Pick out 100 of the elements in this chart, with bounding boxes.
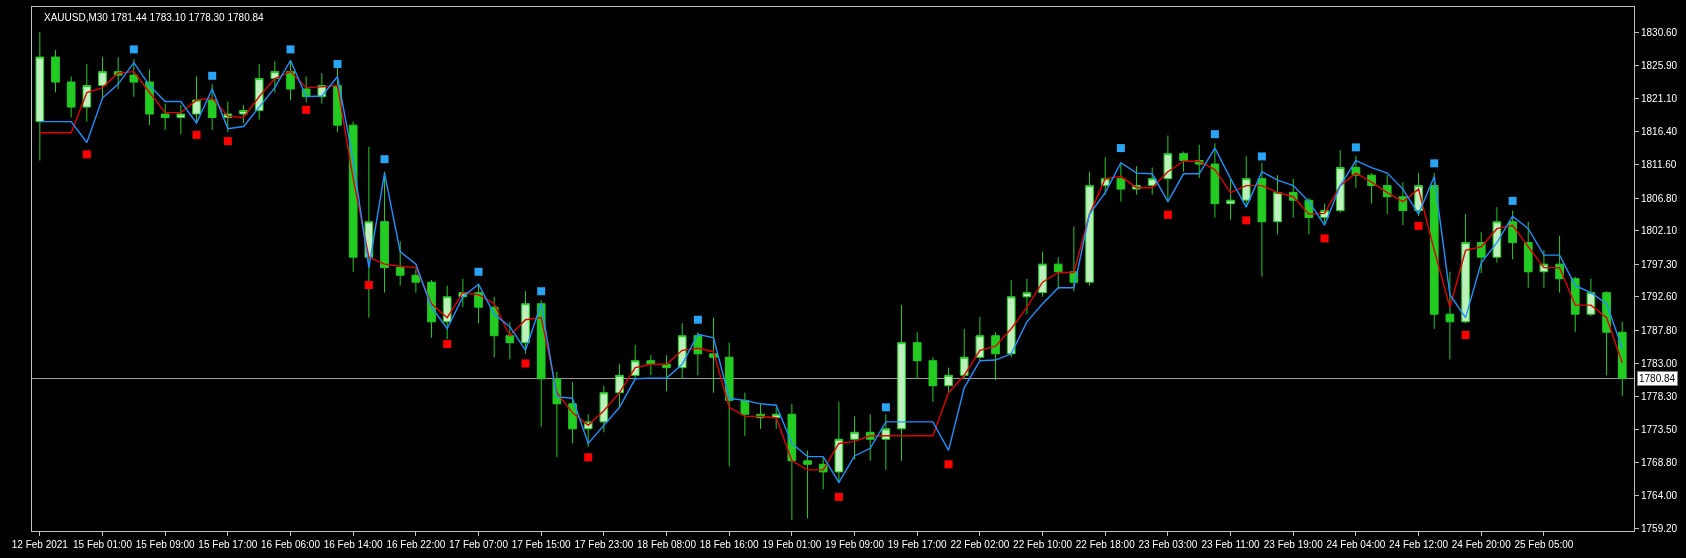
x-tick-label: 15 Feb 09:00	[135, 539, 196, 550]
point	[333, 59, 342, 68]
x-tick-label: 23 Feb 03:00	[1138, 539, 1198, 550]
point	[584, 453, 593, 462]
x-tick-label: 16 Feb 06:00	[261, 539, 321, 550]
candlestick	[803, 449, 812, 519]
candlestick	[897, 304, 906, 462]
candlestick	[787, 403, 797, 521]
point	[834, 492, 843, 501]
point	[192, 130, 201, 139]
y-tick-label: 1825.90	[1641, 59, 1678, 71]
point	[881, 403, 890, 412]
candlestick	[1539, 249, 1549, 289]
y-tick-label: 1783.00	[1641, 358, 1678, 370]
candlestick	[1429, 172, 1439, 330]
x-tick-label: 23 Feb 11:00	[1201, 539, 1261, 550]
x-tick-label: 24 Feb 20:00	[1451, 539, 1512, 550]
y-tick-label: 1830.60	[1641, 27, 1678, 39]
ref-line-label: 1780.84	[1639, 373, 1676, 384]
candlestick	[1116, 162, 1126, 203]
point	[1351, 143, 1360, 152]
candlestick	[991, 331, 1000, 381]
point	[208, 71, 217, 80]
candlestick	[568, 381, 577, 444]
candlestick	[66, 76, 76, 118]
candlestick	[192, 76, 201, 124]
candlestick	[1053, 256, 1063, 290]
point	[1414, 221, 1423, 230]
point	[693, 315, 702, 324]
x-tick-label: 17 Feb 23:00	[574, 539, 634, 550]
point	[443, 340, 452, 349]
y-tick-label: 1792.60	[1641, 291, 1678, 303]
candlestick	[82, 63, 92, 123]
candlestick	[1022, 278, 1032, 315]
candlestick	[928, 356, 938, 403]
candlestick	[662, 354, 671, 392]
candlestick	[442, 285, 452, 340]
candlestick	[1335, 149, 1345, 214]
candlestick	[129, 58, 139, 98]
candlestick	[959, 328, 969, 380]
candlestick	[1179, 151, 1188, 173]
candlestick	[709, 317, 718, 394]
point	[1508, 196, 1517, 205]
candlestick	[1445, 271, 1455, 360]
candlestick	[380, 171, 389, 294]
candlestick	[1006, 279, 1016, 358]
candlestick	[1398, 181, 1408, 226]
point	[286, 45, 295, 54]
y-tick-label: 1764.00	[1641, 490, 1678, 502]
point	[302, 105, 311, 114]
x-tick-label: 18 Feb 16:00	[699, 539, 760, 550]
candlestick	[850, 415, 859, 460]
point	[1116, 144, 1125, 153]
x-tick-label: 17 Feb 15:00	[511, 539, 572, 550]
candlestick	[1085, 171, 1094, 287]
candlestick	[1617, 321, 1627, 397]
point	[380, 155, 389, 164]
point	[537, 287, 546, 296]
candlestick	[51, 49, 60, 93]
text: XAUUSD,M30 1781.44 1783.10 1778.30 1780.84	[44, 12, 265, 23]
y-tick-label: 1811.60	[1641, 159, 1677, 171]
candlestick	[474, 283, 483, 324]
point	[223, 137, 232, 146]
x-tick-label: 12 Feb 2021	[11, 539, 69, 550]
point	[1320, 234, 1329, 243]
candlestick	[865, 413, 875, 462]
candlestick	[1586, 278, 1596, 317]
candlestick	[724, 342, 734, 467]
candlestick	[489, 296, 499, 358]
x-tick-label: 18 Feb 08:00	[637, 539, 697, 550]
candlestick	[834, 401, 844, 483]
x-tick-label: 22 Feb 18:00	[1075, 539, 1136, 550]
point	[521, 359, 530, 368]
candlestick	[1241, 155, 1251, 208]
x-tick-label: 16 Feb 22:00	[386, 539, 446, 550]
y-tick-label: 1816.40	[1641, 125, 1678, 137]
x-tick-label: 19 Feb 09:00	[825, 539, 885, 550]
point	[1430, 159, 1439, 168]
candlestick	[270, 60, 280, 93]
candlestick	[521, 290, 530, 355]
x-tick-label: 19 Feb 01:00	[762, 539, 822, 550]
x-tick-label: 19 Feb 17:00	[887, 539, 948, 550]
point	[944, 460, 953, 469]
candlestick	[207, 83, 217, 131]
candlestick	[646, 354, 656, 376]
candlestick	[944, 367, 953, 394]
point	[1242, 216, 1251, 225]
point	[129, 45, 138, 54]
candlestick	[160, 103, 170, 131]
candlestick	[239, 104, 248, 124]
y-tick-label: 1797.30	[1641, 258, 1678, 270]
candlestick	[599, 385, 609, 433]
candlestick	[1038, 251, 1047, 298]
y-tick-label: 1821.10	[1641, 93, 1678, 105]
y-tick-label: 1778.30	[1641, 390, 1678, 402]
y-tick-label: 1787.80	[1641, 324, 1678, 336]
candlestick	[176, 104, 186, 135]
candlestick	[1508, 210, 1517, 260]
candlestick	[395, 240, 405, 287]
candlestick	[1476, 231, 1486, 274]
